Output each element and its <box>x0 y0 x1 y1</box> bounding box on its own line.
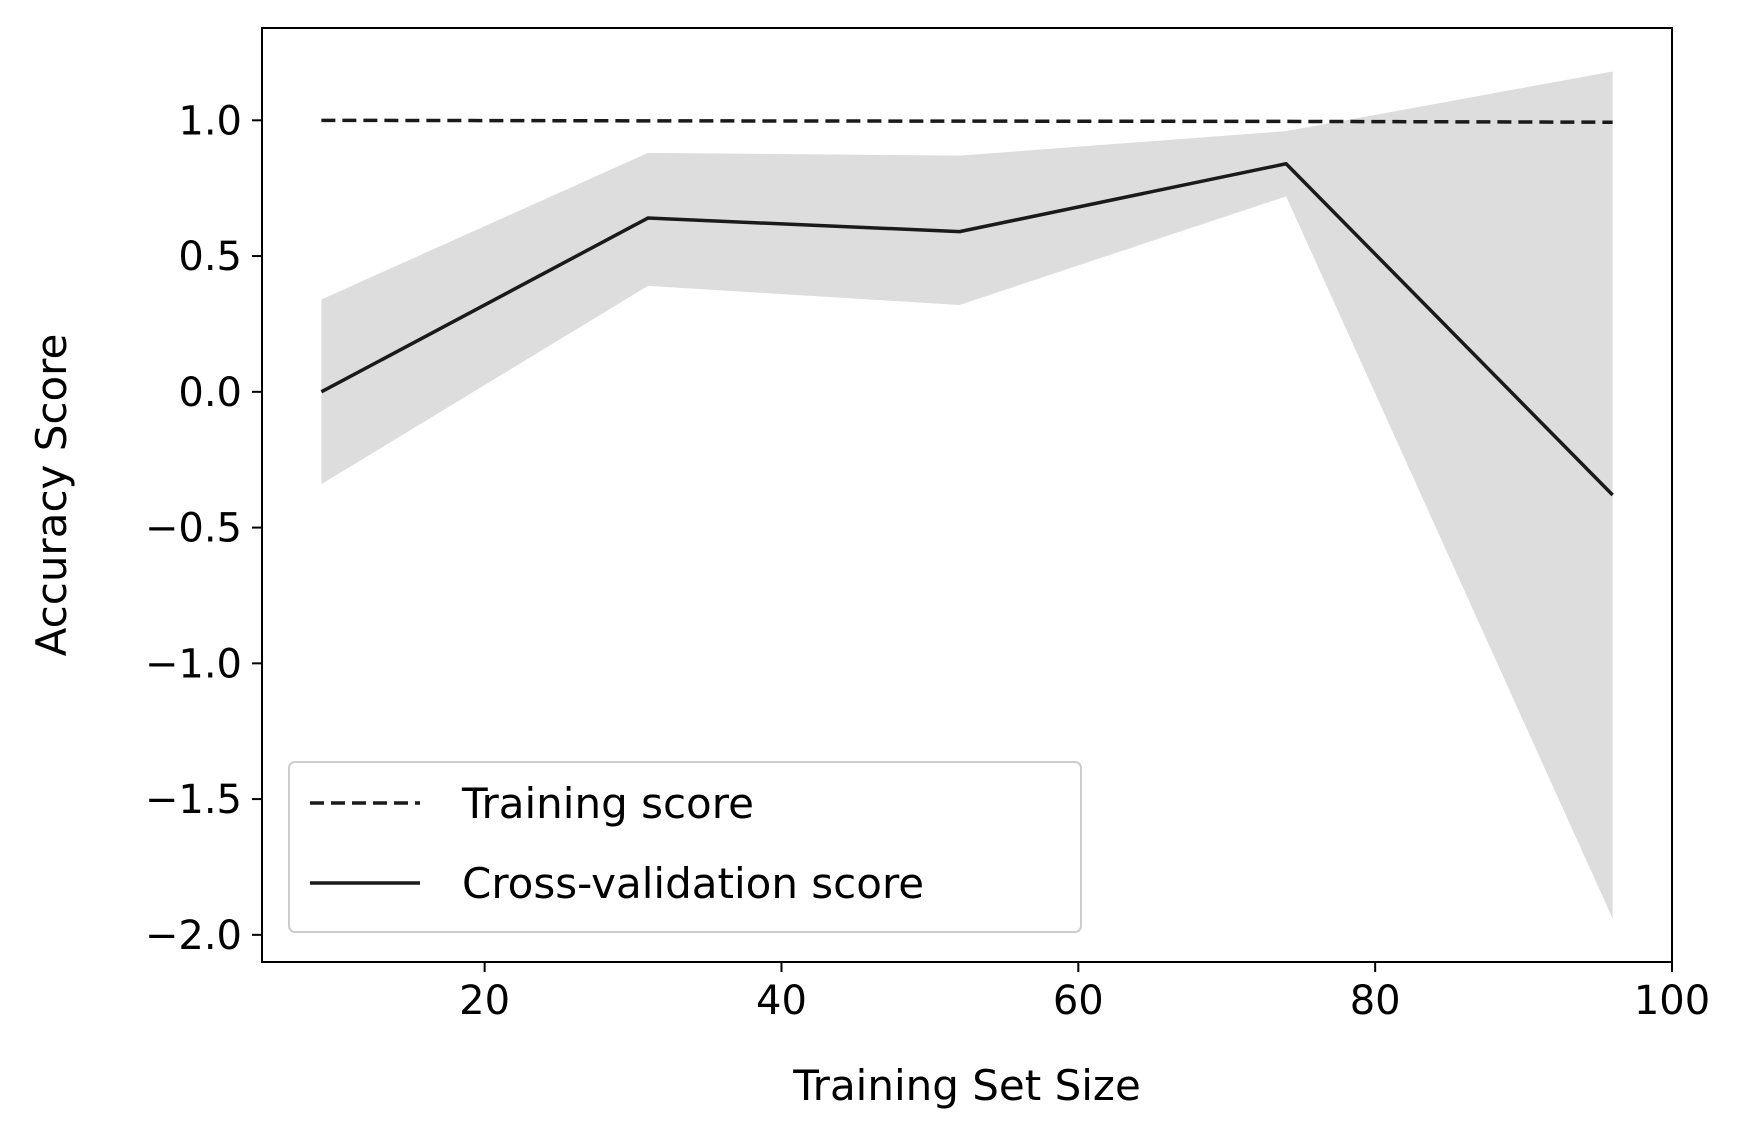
confidence-band-1 <box>321 71 1613 919</box>
y-tick-label: −2.0 <box>145 913 242 959</box>
x-axis-ticks: 20 40 60 80 100 <box>459 962 1710 1024</box>
series-line-layer <box>320 118 1614 497</box>
y-tick-label: −1.0 <box>145 641 242 687</box>
x-tick-label: 100 <box>1634 978 1710 1024</box>
x-tick-label: 40 <box>756 978 807 1024</box>
legend-label-training-score: Training score <box>461 779 754 828</box>
legend: Training score Cross-validation score <box>288 761 1082 933</box>
legend-box <box>288 761 1082 933</box>
y-tick-label: 0.5 <box>178 234 242 280</box>
x-tick-label: 20 <box>459 978 510 1024</box>
y-tick-label: 0.0 <box>178 370 242 416</box>
y-tick-label: −0.5 <box>145 506 242 552</box>
confidence-band-layer <box>321 71 1613 919</box>
series-line-1 <box>320 162 1614 497</box>
y-tick-label: 1.0 <box>178 98 242 144</box>
y-tick-label: −1.5 <box>145 777 242 823</box>
plot-area-frame <box>261 27 1673 963</box>
series-line-0 <box>321 118 1613 124</box>
y-axis-ticks: −2.0 −1.5 −1.0 −0.5 0.0 0.5 1.0 <box>145 98 262 959</box>
x-tick-label: 80 <box>1350 978 1401 1024</box>
y-axis-label: Accuracy Score <box>27 334 76 657</box>
legend-label-cross-validation-score: Cross-validation score <box>462 859 924 908</box>
x-axis-label: Training Set Size <box>792 1061 1141 1110</box>
x-tick-label: 60 <box>1053 978 1104 1024</box>
